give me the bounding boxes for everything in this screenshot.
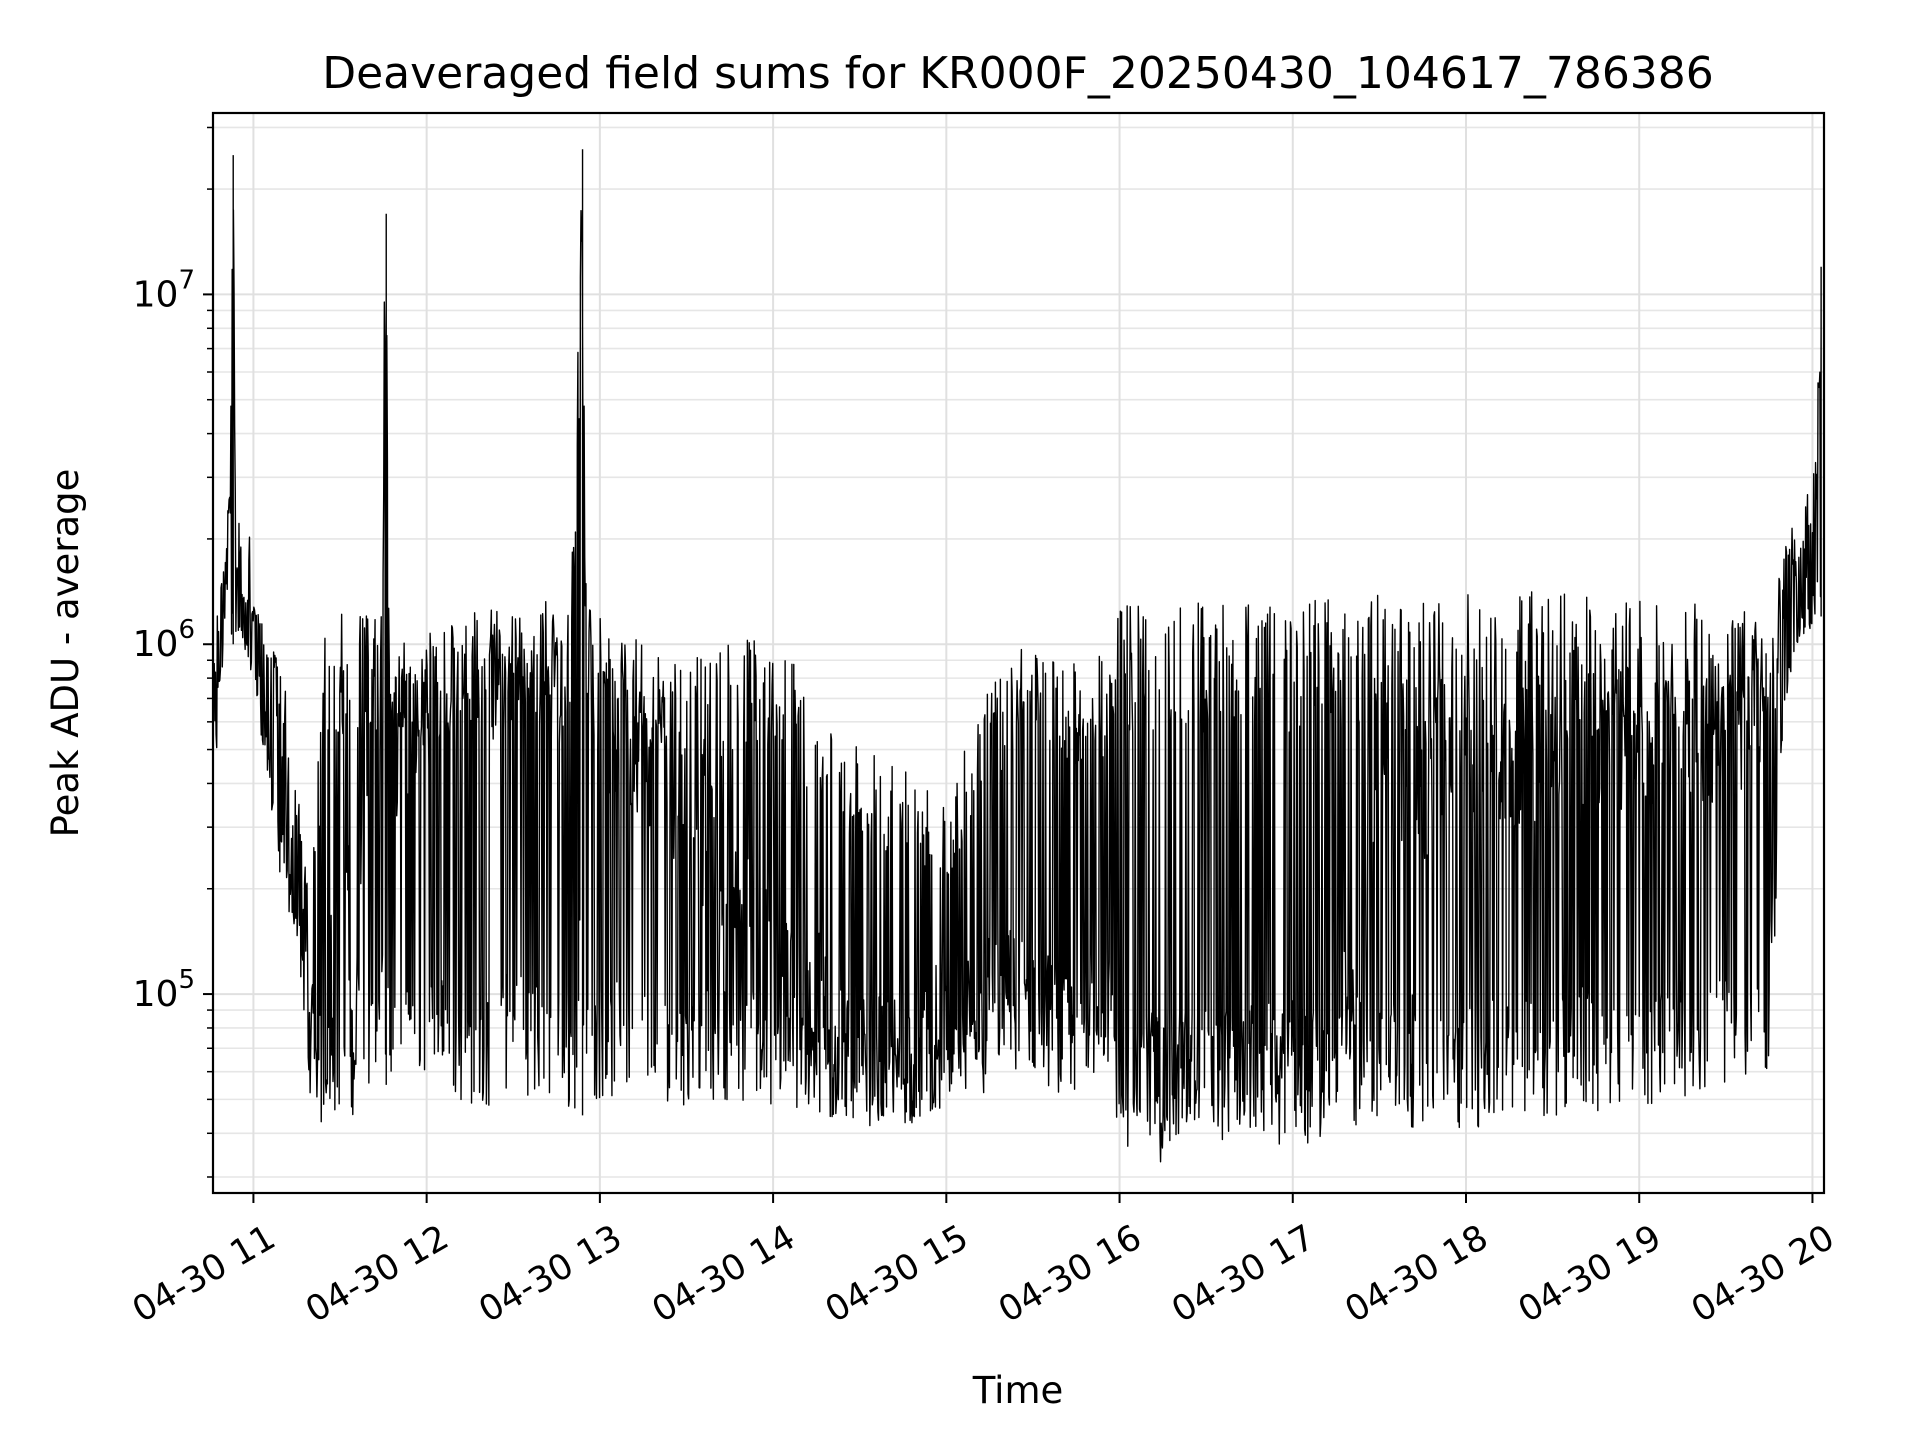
- plot-frame: [211, 111, 1826, 1195]
- chart-title: Deaveraged field sums for KR000F_2025043…: [322, 48, 1714, 99]
- series-line: [212, 149, 1822, 1163]
- y-tick-label: 105: [133, 965, 195, 1015]
- y-tick-label: 107: [133, 265, 195, 315]
- x-axis-label: Time: [972, 1369, 1064, 1412]
- series-layer: [212, 149, 1822, 1163]
- y-axis-label: Peak ADU - average: [44, 469, 87, 838]
- y-tick-label: 106: [133, 615, 195, 665]
